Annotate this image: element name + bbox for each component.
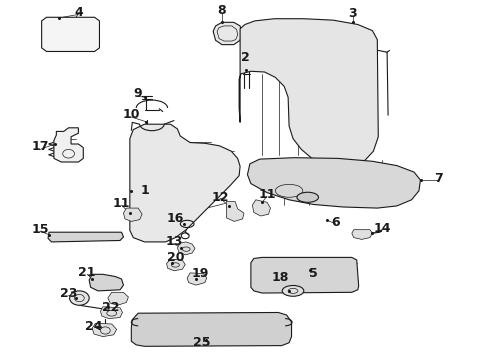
Text: 2: 2	[241, 51, 249, 64]
Text: 12: 12	[212, 191, 229, 204]
Polygon shape	[213, 22, 242, 45]
Text: 19: 19	[191, 267, 209, 280]
Text: 24: 24	[85, 320, 103, 333]
Polygon shape	[108, 292, 128, 305]
Text: 11: 11	[113, 197, 130, 210]
Text: 14: 14	[373, 222, 391, 235]
Ellipse shape	[297, 192, 318, 202]
Polygon shape	[92, 323, 117, 337]
Text: 21: 21	[78, 266, 96, 279]
Polygon shape	[187, 273, 207, 285]
Polygon shape	[131, 312, 292, 346]
Text: 5: 5	[309, 267, 318, 280]
Text: 6: 6	[331, 216, 340, 229]
Text: 13: 13	[165, 235, 183, 248]
Text: 10: 10	[122, 108, 140, 121]
Ellipse shape	[70, 291, 89, 305]
Text: 22: 22	[101, 301, 119, 314]
Polygon shape	[251, 257, 359, 293]
Text: 8: 8	[218, 4, 226, 17]
Text: 18: 18	[271, 271, 289, 284]
Text: 7: 7	[434, 172, 443, 185]
Polygon shape	[247, 158, 420, 208]
Text: 9: 9	[134, 87, 143, 100]
Polygon shape	[352, 230, 372, 239]
Polygon shape	[177, 242, 195, 255]
Polygon shape	[48, 232, 123, 242]
Text: 25: 25	[193, 336, 211, 348]
Polygon shape	[54, 128, 83, 162]
Ellipse shape	[282, 285, 304, 296]
Polygon shape	[226, 202, 244, 221]
Text: 4: 4	[74, 6, 83, 19]
Text: 20: 20	[167, 251, 184, 264]
Text: 23: 23	[60, 287, 77, 300]
Polygon shape	[252, 200, 270, 216]
Polygon shape	[167, 259, 185, 271]
Polygon shape	[100, 307, 122, 319]
Polygon shape	[89, 274, 123, 291]
Polygon shape	[239, 19, 378, 166]
Text: 3: 3	[348, 7, 357, 20]
Polygon shape	[130, 124, 240, 242]
Text: 16: 16	[167, 212, 184, 225]
Text: 15: 15	[31, 223, 49, 236]
Text: 1: 1	[140, 184, 149, 197]
Polygon shape	[123, 208, 142, 221]
Text: 17: 17	[31, 140, 49, 153]
Polygon shape	[42, 17, 99, 51]
Text: 11: 11	[258, 188, 276, 201]
